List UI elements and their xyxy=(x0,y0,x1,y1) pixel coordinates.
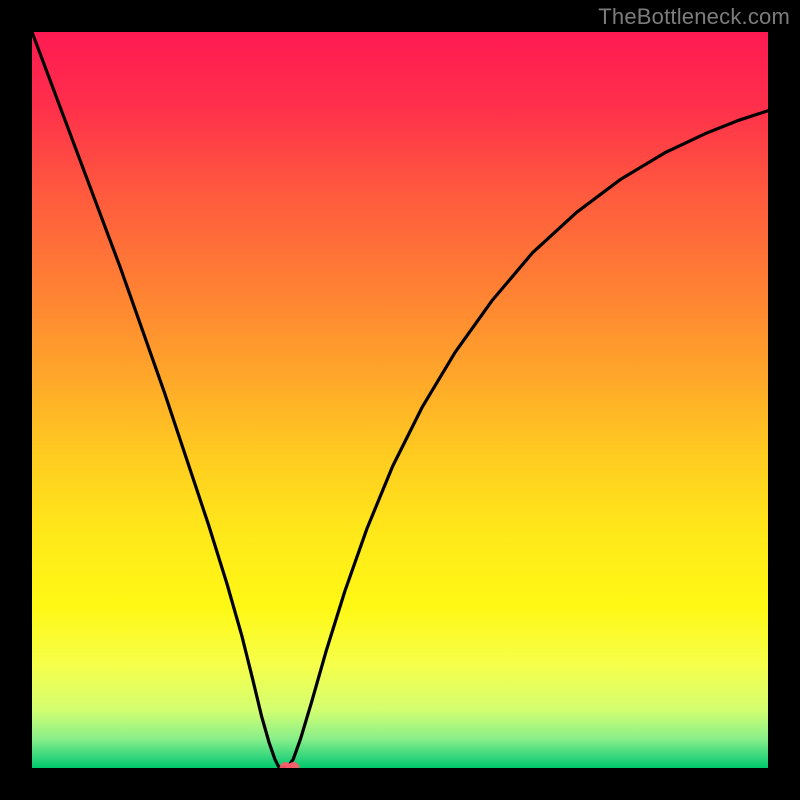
chart-stage: TheBottleneck.com xyxy=(0,0,800,800)
plot-container xyxy=(0,0,800,800)
watermark-text: TheBottleneck.com xyxy=(598,4,790,30)
plot-background xyxy=(32,32,768,768)
chart-svg xyxy=(0,0,800,800)
